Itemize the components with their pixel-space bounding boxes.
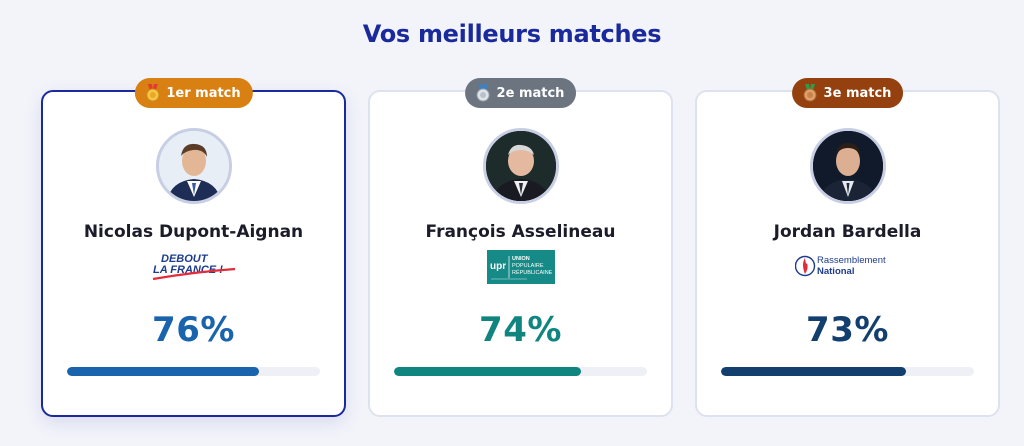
- match-progress-bar: [721, 367, 974, 376]
- match-progress-fill: [721, 367, 906, 376]
- candidate-name: François Asselineau: [425, 222, 616, 242]
- rank-label: 2e match: [496, 85, 565, 101]
- candidate-name: Jordan Bardella: [773, 222, 922, 242]
- party-logo-rassemblement-national: Rassemblement National: [794, 250, 901, 282]
- match-progress-bar: [67, 367, 320, 376]
- match-percentage: 73%: [806, 310, 889, 350]
- match-progress-fill: [394, 367, 582, 376]
- svg-text:DEBOUT: DEBOUT: [161, 253, 209, 265]
- svg-text:POPULAIRE: POPULAIRE: [512, 263, 544, 269]
- svg-text:upr: upr: [490, 261, 506, 272]
- match-percentage: 74%: [479, 310, 562, 350]
- svg-text:RÉPUBLICAINE: RÉPUBLICAINE: [512, 269, 553, 276]
- party-logo-debout-la-france: DEBOUT LA FRANCE !: [149, 250, 239, 282]
- svg-text:UNION: UNION: [512, 256, 530, 262]
- match-progress-fill: [67, 367, 260, 376]
- match-card-2[interactable]: 2e match François Asselineau upr UNION P…: [368, 78, 673, 417]
- rank-badge: 3e match: [791, 78, 904, 108]
- match-percentage: 76%: [152, 310, 235, 350]
- party-logo-upr: upr UNION POPULAIRE RÉPUBLICAINE: [486, 250, 555, 284]
- rank-label: 3e match: [823, 85, 892, 101]
- match-card-3[interactable]: 3e match Jordan Bardella Rassemblement N…: [695, 78, 1000, 417]
- rank-badge: 2e match: [464, 78, 577, 108]
- section-title: Vos meilleurs matches: [362, 20, 662, 48]
- candidate-name: Nicolas Dupont-Aignan: [83, 222, 304, 242]
- medal-icon: [476, 84, 490, 102]
- rank-badge: 1er match: [134, 78, 253, 108]
- match-card-1[interactable]: 1er match Nicolas Dupont-Aignan DEBOUT L…: [41, 78, 346, 417]
- candidate-avatar: [482, 128, 559, 204]
- svg-text:Rassemblement: Rassemblement: [817, 255, 886, 266]
- match-progress-bar: [394, 367, 647, 376]
- medal-icon: [145, 84, 159, 102]
- medal-icon: [803, 84, 817, 102]
- rank-label: 1er match: [166, 85, 241, 101]
- svg-text:National: National: [817, 266, 854, 277]
- candidate-avatar: [809, 128, 886, 204]
- svg-text:LA FRANCE !: LA FRANCE !: [153, 264, 223, 276]
- candidate-avatar: [155, 128, 232, 204]
